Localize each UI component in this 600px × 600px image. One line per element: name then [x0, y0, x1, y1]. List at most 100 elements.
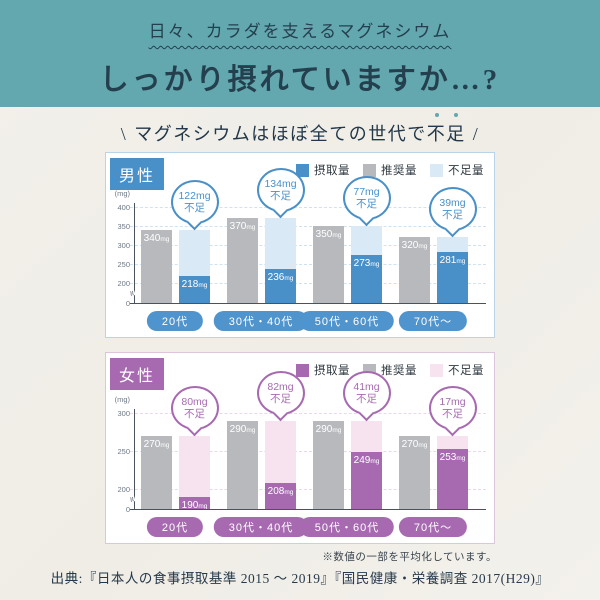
intake-value-label: 208mg	[265, 486, 296, 497]
deficit-amount: 134mg	[264, 178, 297, 191]
value-unit: mg	[456, 258, 466, 266]
value-unit: mg	[370, 261, 380, 269]
gridline	[130, 489, 486, 490]
recommended-bar: 290mg	[313, 420, 344, 509]
chart-group-title: 男性	[110, 158, 165, 190]
intake-value-label: 273mg	[351, 258, 382, 269]
intake-segment: 208mg	[265, 482, 296, 509]
legend-label: 推奨量	[381, 165, 417, 177]
x-axis-line	[130, 509, 486, 510]
deficit-amount: 122mg	[178, 189, 211, 202]
value-number: 290	[315, 423, 333, 435]
y-tick-label: 250	[117, 447, 130, 456]
value-number: 249	[353, 454, 371, 466]
value-number: 340	[143, 232, 161, 244]
age-group-pill: 70代〜	[398, 311, 468, 331]
gridline	[130, 207, 486, 208]
value-number: 370	[229, 221, 247, 233]
deficit-bubble: 122mg 不足	[170, 179, 219, 231]
intake-deficit-stacked-bar: 273mg	[351, 226, 382, 303]
legend-item: 摂取量	[296, 162, 350, 178]
value-number: 290	[229, 423, 247, 435]
y-tick-label: 400	[117, 203, 130, 212]
deficit-amount: 80mg	[181, 395, 208, 408]
value-unit: mg	[160, 441, 170, 449]
deficit-bubble: 77mg 不足	[342, 176, 391, 227]
deficit-word: 不足	[270, 190, 291, 203]
recommended-value-label: 270mg	[399, 439, 430, 450]
age-group-pill: 50代・60代	[299, 517, 395, 537]
intake-deficit-stacked-bar: 190mg	[179, 435, 210, 511]
value-unit: mg	[418, 441, 428, 449]
deficit-segment	[437, 237, 468, 253]
intake-deficit-stacked-bar: 253mg	[437, 435, 468, 509]
header-title: しっかり摂れていますか…?	[99, 64, 501, 96]
value-unit: mg	[456, 454, 466, 462]
x-axis-line	[130, 303, 486, 304]
deficit-segment	[265, 218, 296, 270]
deficit-amount: 17mg	[439, 395, 466, 408]
value-unit: mg	[418, 243, 428, 251]
deficit-word: 不足	[184, 201, 205, 214]
value-number: 236	[267, 272, 285, 284]
lead-emphasis: 不足	[426, 113, 466, 146]
y-tick-label: 200	[117, 485, 130, 494]
footnote: ※数値の一部を平均化しています。	[322, 551, 497, 563]
value-number: 281	[439, 255, 457, 267]
recommended-bar: 270mg	[141, 435, 172, 509]
lead-text: マグネシウムはほぼ全ての世代で	[134, 124, 427, 144]
deficit-bubble: 41mg 不足	[342, 370, 391, 421]
recommended-legend-swatch	[363, 163, 376, 177]
legend-label: 推奨量	[381, 365, 417, 377]
y-axis-line	[134, 203, 135, 304]
intake-deficit-stacked-bar: 236mg	[265, 218, 296, 303]
value-number: 218	[181, 279, 199, 291]
value-unit: mg	[284, 488, 294, 496]
value-unit: mg	[370, 457, 380, 465]
recommended-value-label: 320mg	[399, 240, 430, 251]
deficit-bubble: 39mg 不足	[428, 187, 477, 238]
recommended-value-label: 290mg	[313, 424, 344, 435]
y-tick-label: 200	[117, 279, 130, 288]
lead-emphasis-text: 不足	[426, 124, 466, 144]
gridline	[130, 226, 486, 227]
gridline	[130, 451, 486, 452]
legend-item: 不足量	[430, 362, 484, 378]
value-number: 208	[267, 485, 285, 497]
deficit-word: 不足	[442, 407, 463, 420]
intake-deficit-stacked-bar: 249mg	[351, 420, 382, 509]
recommended-bar: 370mg	[227, 218, 258, 303]
recommended-bar: 320mg	[399, 237, 430, 303]
value-number: 270	[143, 438, 161, 450]
emphasis-dot	[454, 113, 459, 117]
chart-legend: 摂取量 推奨量 不足量	[296, 162, 484, 178]
legend-label: 摂取量	[314, 165, 350, 177]
source-line: 出典:『日本人の食事摂取基準 2015 〜 2019』『国民健康・栄養調査 20…	[50, 571, 550, 586]
y-axis-line	[134, 409, 135, 510]
legend-label: 摂取量	[314, 365, 350, 377]
intake-legend-swatch	[296, 163, 309, 177]
deficit-word: 不足	[442, 209, 463, 222]
recommended-bar: 350mg	[313, 226, 344, 303]
value-number: 273	[353, 258, 371, 270]
chart-group-title: 女性	[110, 358, 165, 390]
age-group-pill: 30代・40代	[213, 311, 309, 331]
deficit-segment	[179, 435, 210, 497]
gridline	[130, 264, 486, 265]
age-group-pill: 50代・60代	[299, 311, 395, 331]
intake-segment: 281mg	[437, 252, 468, 303]
y-tick-label: 300	[117, 241, 130, 250]
age-group-pill: 20代	[146, 517, 204, 537]
deficit-legend-swatch	[430, 363, 443, 377]
age-group-pill: 20代	[146, 311, 204, 331]
intake-value-label: 281mg	[437, 255, 468, 266]
axis-unit-label: (mg)	[114, 189, 130, 198]
header-banner: 日々、カラダを支えるマグネシウム しっかり摂れていますか…?	[0, 0, 600, 107]
value-unit: mg	[160, 235, 170, 243]
deficit-bubble-text: 77mg 不足	[342, 176, 391, 220]
intake-segment: 253mg	[437, 448, 468, 509]
legend-item: 不足量	[430, 162, 484, 178]
deficit-segment	[351, 420, 382, 452]
intake-deficit-stacked-bar: 218mg	[179, 229, 210, 303]
y-tick-label: 350	[117, 222, 130, 231]
